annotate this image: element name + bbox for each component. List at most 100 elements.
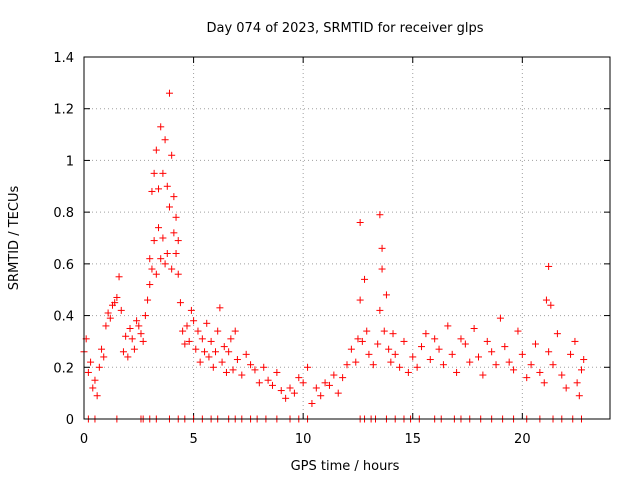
data-point bbox=[137, 330, 145, 338]
data-point bbox=[115, 273, 123, 281]
data-point bbox=[542, 296, 550, 304]
y-tick-label: 1.4 bbox=[53, 51, 74, 66]
data-point bbox=[172, 250, 180, 258]
data-point bbox=[439, 361, 447, 369]
data-point bbox=[352, 358, 360, 366]
data-point bbox=[225, 348, 233, 356]
data-point bbox=[290, 389, 298, 397]
data-point bbox=[155, 185, 163, 193]
data-point bbox=[174, 270, 182, 278]
data-point bbox=[396, 363, 404, 371]
data-point bbox=[435, 345, 443, 353]
data-point bbox=[157, 123, 165, 131]
data-point bbox=[192, 345, 200, 353]
data-point bbox=[247, 361, 255, 369]
data-point bbox=[148, 265, 156, 273]
x-tick-label: 10 bbox=[295, 432, 312, 447]
data-point bbox=[216, 304, 224, 312]
data-point bbox=[220, 343, 228, 351]
data-point bbox=[102, 322, 110, 330]
data-point bbox=[354, 335, 362, 343]
data-point bbox=[161, 136, 169, 144]
data-point bbox=[165, 203, 173, 211]
grid-layer bbox=[84, 57, 610, 419]
data-point bbox=[573, 379, 581, 387]
data-point bbox=[159, 169, 167, 177]
data-point bbox=[159, 234, 167, 242]
data-point bbox=[453, 368, 461, 376]
data-point bbox=[264, 376, 272, 384]
data-point bbox=[578, 366, 586, 374]
data-point bbox=[400, 337, 408, 345]
data-point bbox=[141, 312, 149, 320]
data-point bbox=[501, 343, 509, 351]
data-point bbox=[431, 335, 439, 343]
data-point bbox=[514, 327, 522, 335]
data-point bbox=[492, 361, 500, 369]
data-point bbox=[238, 371, 246, 379]
data-point bbox=[540, 379, 548, 387]
data-point bbox=[148, 187, 156, 195]
data-point bbox=[229, 366, 237, 374]
y-tick-label: 0.2 bbox=[53, 361, 74, 376]
data-point bbox=[571, 337, 579, 345]
data-point bbox=[128, 335, 136, 343]
data-point bbox=[255, 379, 263, 387]
data-point bbox=[146, 255, 154, 263]
data-point bbox=[365, 350, 373, 358]
data-point bbox=[183, 322, 191, 330]
data-point bbox=[104, 309, 112, 317]
data-point bbox=[312, 384, 320, 392]
data-point bbox=[334, 389, 342, 397]
data-point bbox=[575, 392, 583, 400]
data-point bbox=[144, 296, 152, 304]
data-point bbox=[117, 306, 125, 314]
data-point bbox=[382, 291, 390, 299]
data-point bbox=[157, 255, 165, 263]
data-point bbox=[510, 366, 518, 374]
data-point bbox=[389, 330, 397, 338]
data-point bbox=[457, 335, 465, 343]
data-point bbox=[286, 384, 294, 392]
data-point bbox=[380, 327, 388, 335]
data-point bbox=[409, 353, 417, 361]
data-point bbox=[479, 371, 487, 379]
data-point bbox=[163, 182, 171, 190]
data-point bbox=[100, 353, 108, 361]
data-point bbox=[214, 327, 222, 335]
x-tick-label: 0 bbox=[80, 432, 88, 447]
data-point bbox=[163, 250, 171, 258]
tick-layer: 0 0.2 0.4 0.6 0.8 1 1.2 1.4 0 5 10 15 20 bbox=[53, 51, 610, 447]
data-point bbox=[545, 348, 553, 356]
data-point bbox=[89, 384, 97, 392]
data-point bbox=[558, 371, 566, 379]
data-point bbox=[527, 361, 535, 369]
data-point bbox=[165, 89, 173, 97]
data-point bbox=[562, 384, 570, 392]
data-point bbox=[84, 368, 92, 376]
data-point bbox=[426, 356, 434, 364]
data-point bbox=[106, 314, 114, 322]
data-point bbox=[170, 229, 178, 237]
data-point bbox=[98, 345, 106, 353]
data-point bbox=[95, 363, 103, 371]
data-point bbox=[187, 306, 195, 314]
data-point bbox=[207, 337, 215, 345]
data-point bbox=[87, 358, 95, 366]
data-point bbox=[523, 374, 531, 382]
data-point bbox=[190, 317, 198, 325]
data-point bbox=[470, 325, 478, 332]
data-point bbox=[376, 306, 384, 314]
data-point bbox=[203, 319, 211, 327]
data-point bbox=[483, 337, 491, 345]
data-point bbox=[567, 350, 575, 358]
data-point bbox=[545, 262, 553, 270]
data-point bbox=[531, 340, 539, 348]
y-tick-label: 1.2 bbox=[53, 103, 74, 118]
x-tick-label: 15 bbox=[404, 432, 421, 447]
y-tick-label: 0.8 bbox=[53, 206, 74, 221]
data-point bbox=[172, 213, 180, 221]
data-point bbox=[227, 335, 235, 343]
data-point bbox=[308, 399, 316, 407]
